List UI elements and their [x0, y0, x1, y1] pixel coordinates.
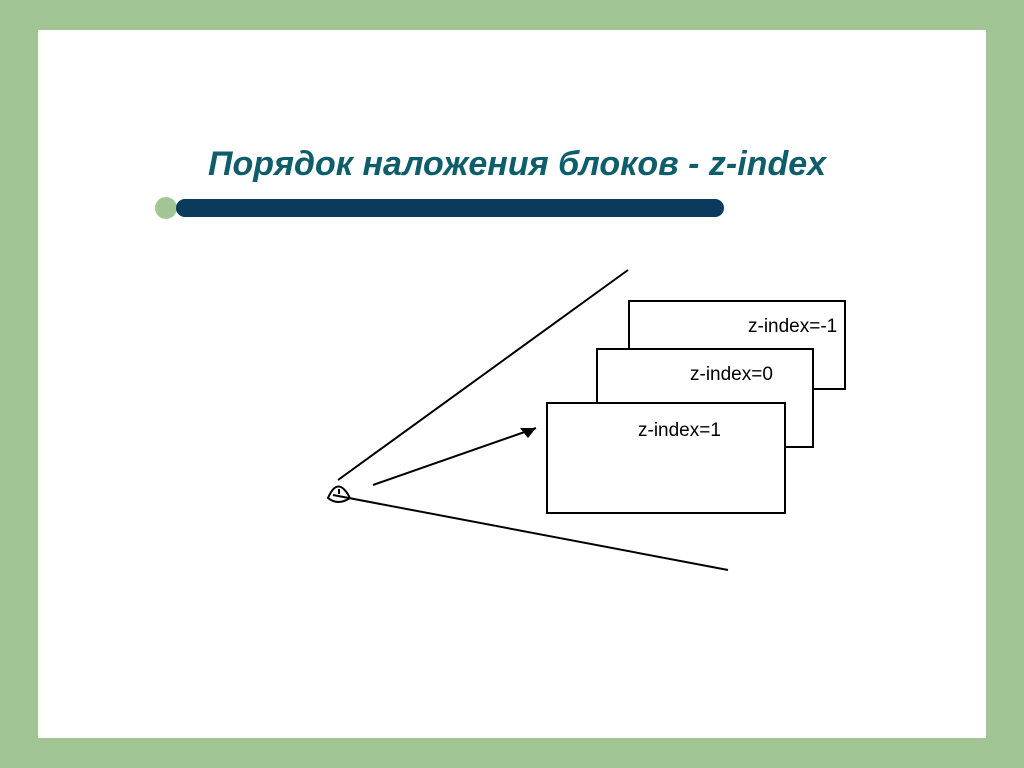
title-underline-bar — [176, 199, 724, 217]
slide-title: Порядок наложения блоков - z-index — [208, 145, 826, 184]
perspective-line-top — [338, 270, 628, 480]
page-border: Порядок наложения блоков - z-index z-ind… — [0, 0, 1024, 768]
slide: Порядок наложения блоков - z-index z-ind… — [38, 30, 986, 738]
title-underline-dot — [155, 197, 177, 219]
zindex-diagram: z-index=-1 z-index=0 z-index=1 — [258, 270, 878, 630]
perspective-line-bottom — [333, 495, 728, 570]
observer-eye-icon — [328, 487, 350, 503]
perspective-lines — [258, 270, 878, 630]
